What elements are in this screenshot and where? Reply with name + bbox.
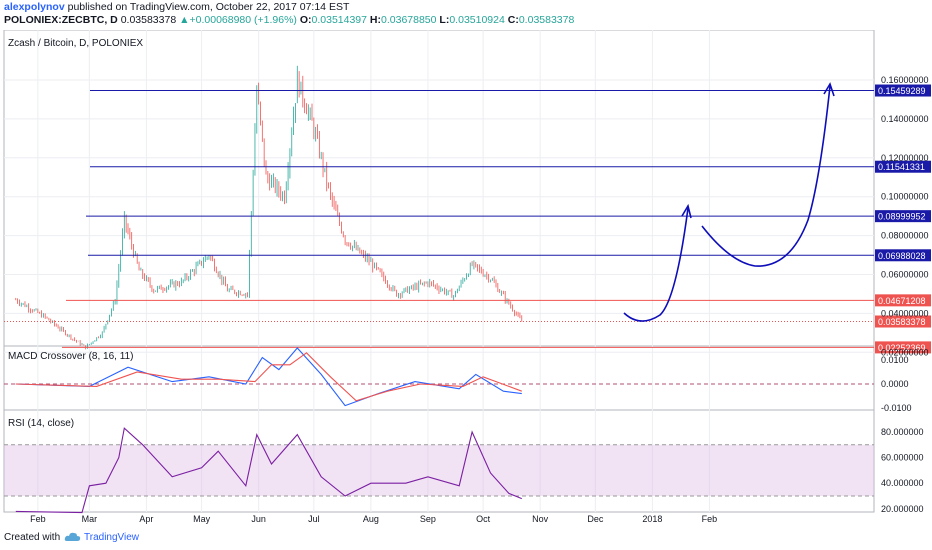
low-label: L: xyxy=(439,14,450,26)
time-tick-label: Jul xyxy=(308,514,320,524)
low-value: 0.03510924 xyxy=(449,14,505,26)
price-tick-label: 0.06000000 xyxy=(881,270,929,280)
time-tick-label: Nov xyxy=(532,514,549,524)
arrowhead-1 xyxy=(681,203,692,219)
last-price: 0.03583378 xyxy=(120,14,177,26)
rsi-line xyxy=(4,427,874,514)
arrowhead-2 xyxy=(823,82,835,97)
level-price-tag xyxy=(875,84,931,97)
rsi-tick-label: 60.000000 xyxy=(881,453,924,463)
level-price-tag xyxy=(875,210,931,223)
time-tick-label: Mar xyxy=(82,514,98,524)
macd-series-line xyxy=(15,352,522,402)
horizontal-levels[interactable]: 0.15459289 0.11541331 0.08999952 0.06988028… xyxy=(4,84,931,354)
time-tick-label: Feb xyxy=(702,514,718,524)
candles xyxy=(15,65,523,350)
macd-series-line xyxy=(15,347,522,407)
level-price-label: 0.08999952 xyxy=(878,212,926,222)
price-tick-label: 0.04000000 xyxy=(881,308,929,318)
chart-canvas[interactable]: 0.15459289 0.11541331 0.08999952 0.06988028… xyxy=(0,30,932,528)
macd-pane-title: MACD Crossover (8, 16, 11) xyxy=(8,351,133,362)
rsi-tick-label: 40.000000 xyxy=(881,478,924,488)
price-tick-label: 0.10000000 xyxy=(881,192,929,202)
ohlc-line: POLONIEX:ZECBTC, D 0.03583378 ▲+0.000689… xyxy=(4,14,574,26)
axis-labels: 0.16000000 0.14000000 0.12000000 0.10000000… xyxy=(30,75,928,524)
level-price-label: 0.15459289 xyxy=(878,86,926,96)
price-tick-label: 0.02000000 xyxy=(881,347,929,357)
forecast-arrow[interactable] xyxy=(623,82,835,322)
chart-header: alexpolynov published on TradingView.com… xyxy=(0,0,932,26)
tradingview-brand[interactable]: TradingView xyxy=(84,532,140,543)
change-value: +0.00068980 (+1.96%) xyxy=(189,14,297,26)
author-link[interactable]: alexpolynov xyxy=(4,1,65,13)
high-label: H: xyxy=(369,14,382,26)
close-value: 0.03583378 xyxy=(518,14,575,26)
price-tick-label: 0.12000000 xyxy=(881,153,929,163)
macd-tick-label: 0.0100 xyxy=(881,355,909,365)
time-tick-label: Oct xyxy=(476,514,491,524)
rsi-pane-frame xyxy=(3,409,875,513)
level-price-label: 0.06988028 xyxy=(878,251,926,261)
tradingview-cloud-icon xyxy=(64,532,81,541)
level-price-label: 0.02252369 xyxy=(878,343,926,353)
level-price-tag xyxy=(875,294,931,307)
level-price-tag xyxy=(875,249,931,262)
pane-frames xyxy=(3,30,875,513)
rsi-pane-title: RSI (14, close) xyxy=(8,418,74,429)
close-label: C: xyxy=(507,14,519,26)
open-label: O: xyxy=(299,14,312,26)
level-price-tag xyxy=(875,160,931,173)
level-price-tag xyxy=(875,315,931,328)
price-tick-label: 0.08000000 xyxy=(881,231,929,241)
level-price-tag xyxy=(875,341,931,354)
time-tick-label: Sep xyxy=(420,514,436,524)
time-tick-label: Dec xyxy=(587,514,604,524)
rsi-tick-label: 80.000000 xyxy=(881,427,924,437)
macd-tick-label: -0.0100 xyxy=(881,403,912,413)
level-price-label: 0.11541331 xyxy=(878,162,925,172)
rsi-band xyxy=(4,444,874,496)
time-tick-label: Feb xyxy=(30,514,46,524)
high-value: 0.03678850 xyxy=(381,14,437,26)
time-tick-label: Aug xyxy=(363,514,379,524)
main-pane-title: Zcash / Bitcoin, D, POLONIEX xyxy=(8,38,143,49)
price-tick-label: 0.14000000 xyxy=(881,114,929,124)
created-with-text: Created with xyxy=(4,532,61,543)
price-tick-label: 0.16000000 xyxy=(881,75,929,85)
forecast-leg-1 xyxy=(623,207,689,322)
footer: Created with TradingView xyxy=(0,528,932,550)
open-value: 0.03514397 xyxy=(311,14,367,26)
level-price-label: 0.04671208 xyxy=(878,296,926,306)
rsi-tick-label: 20.000000 xyxy=(881,504,924,514)
grid-lines xyxy=(4,30,874,512)
macd-lines xyxy=(4,347,874,407)
forecast-leg-2 xyxy=(701,85,831,267)
published-text: published on TradingView.com, October 22… xyxy=(67,1,350,13)
change-up-icon: ▲ xyxy=(179,14,190,26)
symbol-label[interactable]: POLONIEX:ZECBTC, D xyxy=(4,14,118,26)
main-pane-frame xyxy=(3,30,875,347)
time-tick-label: May xyxy=(193,514,211,524)
rsi-series-line xyxy=(15,427,523,514)
publish-line: alexpolynov published on TradingView.com… xyxy=(4,1,349,13)
time-tick-label: Jun xyxy=(251,514,266,524)
level-price-label: 0.03583378 xyxy=(878,317,926,327)
macd-pane-frame xyxy=(3,345,875,411)
macd-tick-label: 0.0000 xyxy=(881,379,909,389)
time-tick-label: 2018 xyxy=(642,514,662,524)
time-tick-label: Apr xyxy=(139,514,153,524)
